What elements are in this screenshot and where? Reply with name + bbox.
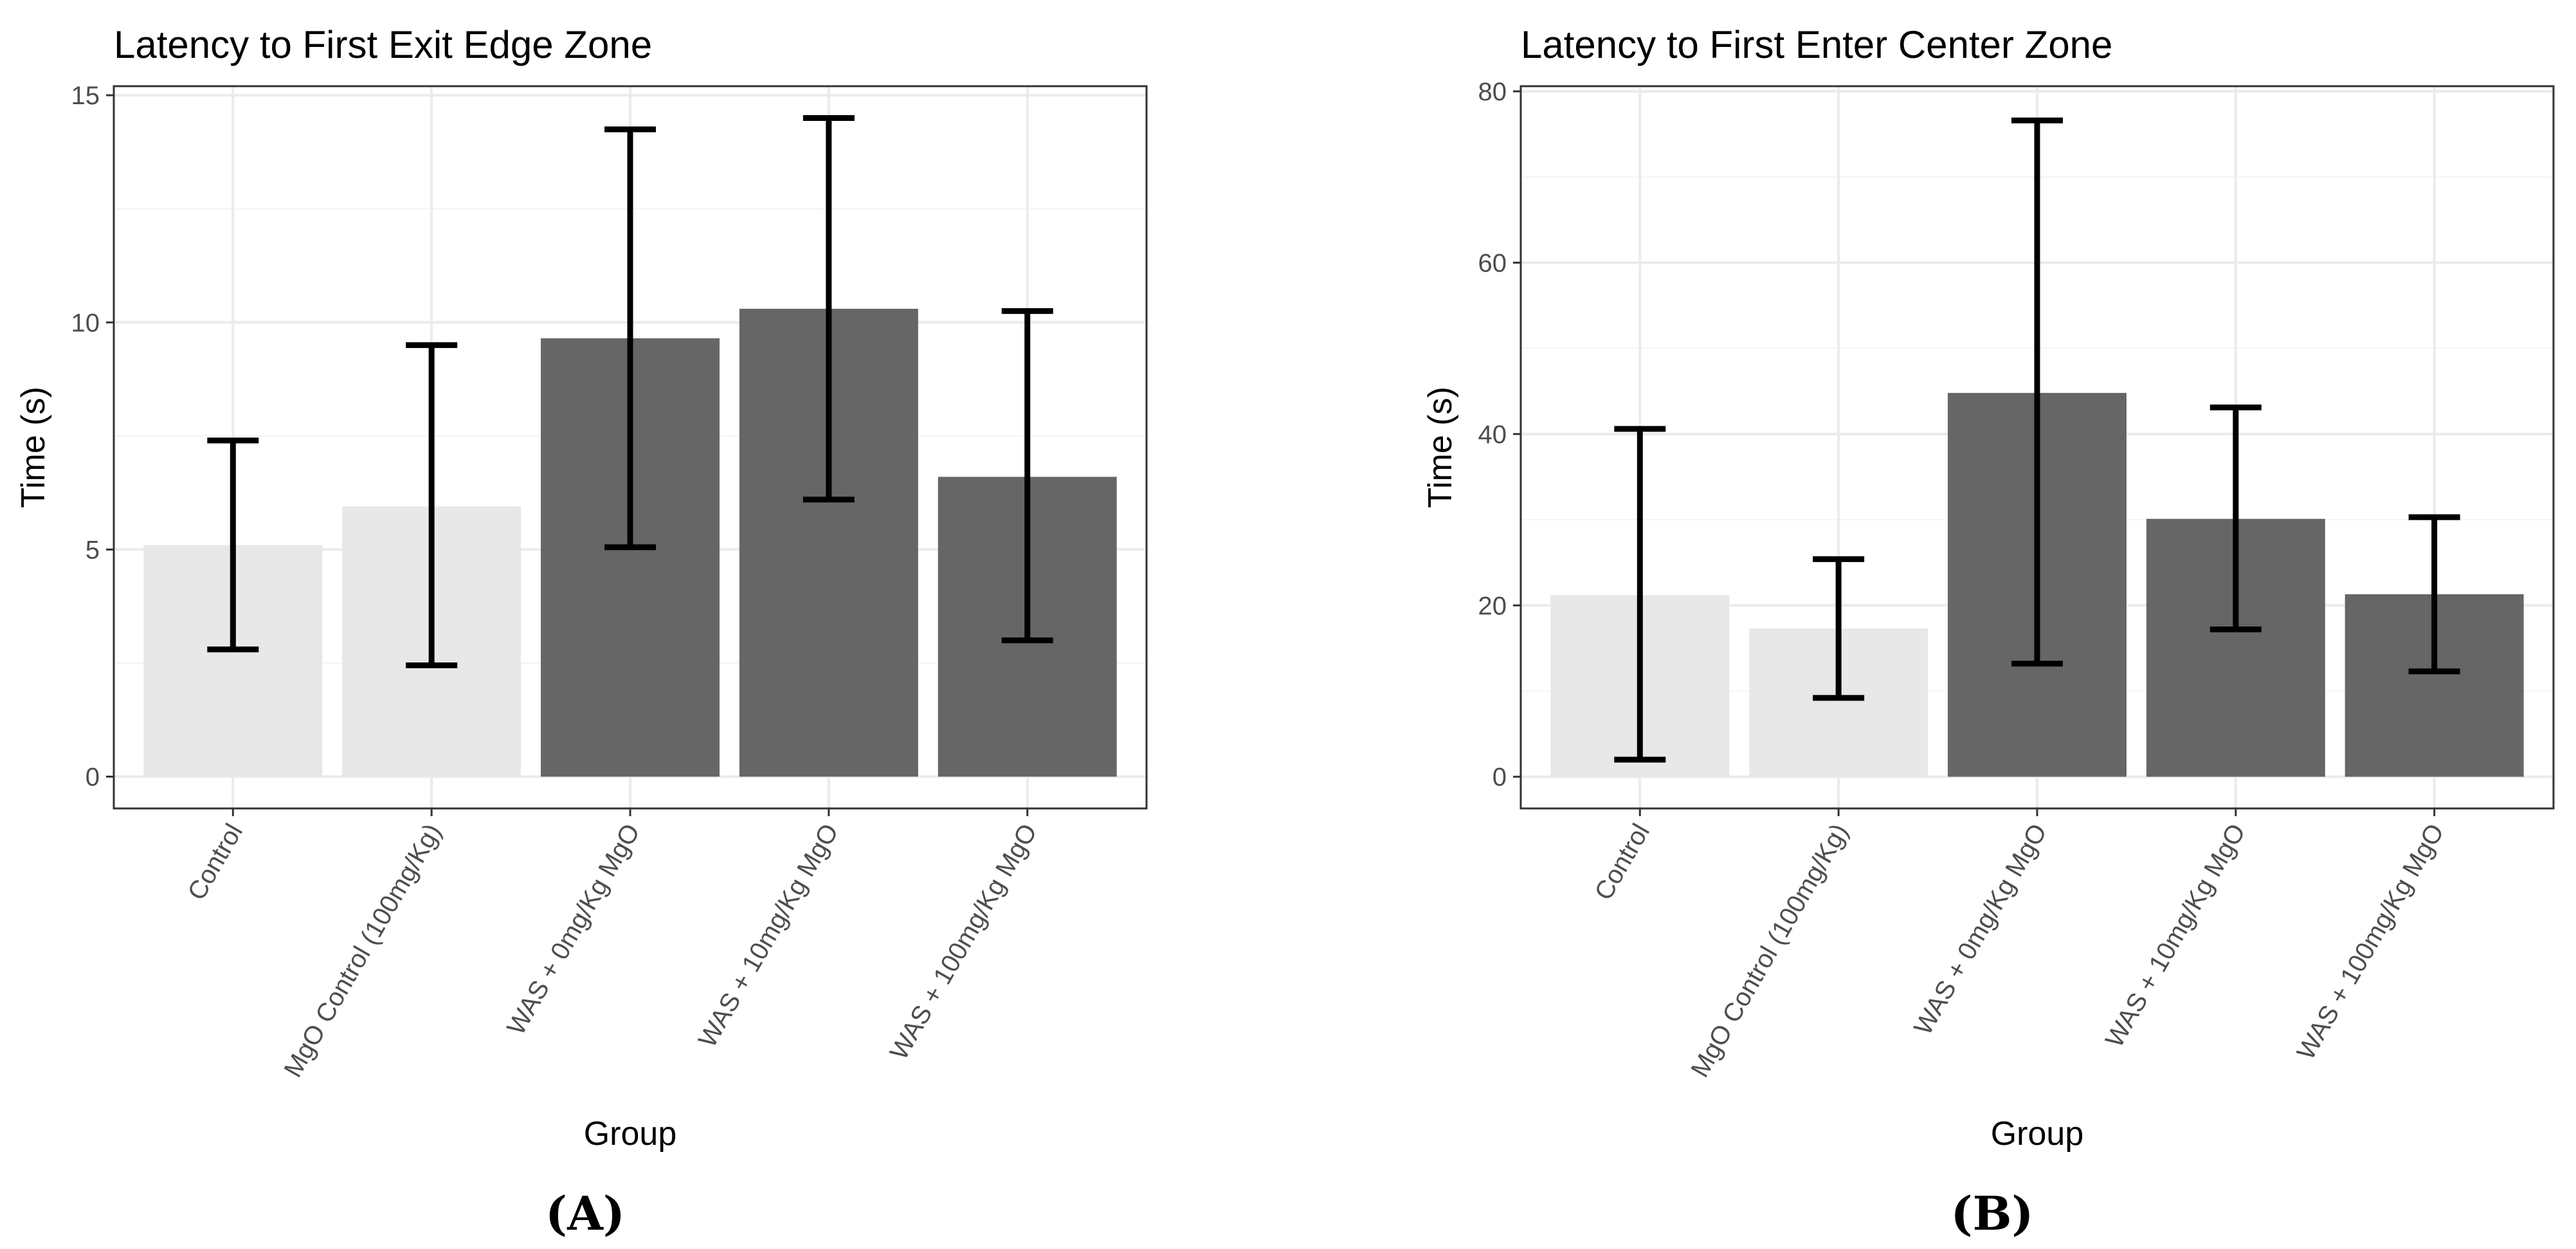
panel-b: Latency to First Enter Center Zone 0 20 40 6… [1422, 23, 2555, 1241]
x-axis: Control MgO Control (100mg/Kg) WAS + 0mg/K… [183, 808, 1043, 1082]
x-axis-title: Group [584, 1115, 677, 1153]
x-tick-label: WAS + 0mg/Kg MgO [502, 819, 646, 1040]
error-bars [1614, 117, 2460, 763]
panel-a: Latency to First Exit Edge Zone 0 5 10 15 Tim… [15, 23, 1148, 1241]
error-bar [406, 342, 458, 669]
x-tick-label: WAS + 10mg/Kg MgO [2100, 819, 2251, 1052]
x-tick-label: MgO Control (100mg/Kg) [278, 819, 447, 1082]
y-tick-label: 5 [86, 536, 100, 564]
error-bar [2408, 514, 2460, 675]
error-bar [1813, 556, 1865, 701]
panel-letter: (B) [1951, 1186, 2034, 1241]
y-axis: 0 5 10 15 [71, 82, 114, 792]
x-tick-label: WAS + 10mg/Kg MgO [693, 819, 844, 1052]
x-tick-label: Control [183, 819, 249, 906]
y-tick-label: 20 [1478, 592, 1507, 620]
error-bar [803, 114, 855, 503]
y-axis-title: Time (s) [15, 387, 52, 508]
error-bar [207, 437, 259, 653]
panel-title: Latency to First Exit Edge Zone [114, 23, 652, 66]
panel-title: Latency to First Enter Center Zone [1521, 23, 2112, 66]
x-tick-label: WAS + 100mg/Kg MgO [2292, 819, 2450, 1065]
bars [1550, 392, 2524, 777]
error-bars [207, 114, 1053, 669]
error-bar [2209, 405, 2262, 633]
y-axis-title: Time (s) [1422, 387, 1459, 508]
x-tick-label: Control [1590, 819, 1656, 906]
bars [143, 309, 1117, 777]
panel-letter: (A) [545, 1186, 625, 1241]
error-bar [1001, 308, 1053, 644]
x-tick-label: MgO Control (100mg/Kg) [1685, 819, 1854, 1082]
x-tick-label: WAS + 100mg/Kg MgO [885, 819, 1043, 1065]
x-axis-title: Group [1991, 1115, 2084, 1153]
y-tick-label: 80 [1478, 78, 1507, 106]
y-tick-label: 0 [1492, 763, 1507, 792]
x-axis: Control MgO Control (100mg/Kg) WAS + 0mg/K… [1590, 808, 2450, 1082]
y-tick-label: 10 [71, 309, 100, 337]
y-tick-label: 15 [71, 82, 100, 110]
error-bar [2011, 117, 2063, 667]
error-bar [604, 126, 656, 551]
y-tick-label: 0 [86, 763, 100, 792]
y-axis: 0 20 40 60 80 [1478, 78, 1521, 792]
y-tick-label: 60 [1478, 249, 1507, 277]
y-tick-label: 40 [1478, 421, 1507, 449]
x-tick-label: WAS + 0mg/Kg MgO [1909, 819, 2053, 1040]
error-bar [1614, 426, 1666, 763]
